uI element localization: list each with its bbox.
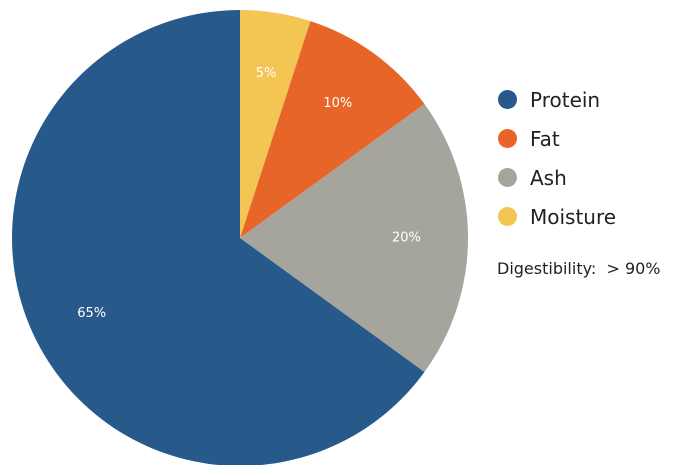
pie-data-labels: 5% 10% 20% 65% (77, 66, 421, 321)
data-label-protein: 65% (77, 306, 106, 321)
data-label-ash: 20% (392, 231, 421, 246)
legend-item-fat: Fat (498, 119, 616, 158)
legend-label-protein: Protein (530, 87, 601, 112)
legend-label-moisture: Moisture (530, 204, 617, 229)
legend-swatch-fat (498, 129, 517, 148)
pie-slice-moisture (240, 9, 311, 238)
pie-slices (12, 9, 469, 465)
data-label-fat: 10% (323, 96, 352, 111)
legend-swatch-ash (498, 168, 517, 187)
pie-slice-protein (12, 10, 425, 465)
legend-item-moisture: Moisture (498, 197, 616, 236)
legend-label-fat: Fat (530, 126, 560, 151)
legend-item-ash: Ash (498, 158, 616, 197)
digestibility-note: Digestibility: > 90% (497, 259, 661, 278)
legend-swatch-moisture (498, 207, 517, 226)
data-label-moisture: 5% (256, 66, 277, 81)
pie-slice-ash (240, 103, 469, 373)
legend-swatch-protein (498, 90, 517, 109)
legend-item-protein: Protein (498, 80, 616, 119)
pie-slice-fat (240, 21, 425, 238)
legend-label-ash: Ash (530, 165, 567, 190)
chart-legend: Protein Fat Ash Moisture (498, 80, 616, 236)
